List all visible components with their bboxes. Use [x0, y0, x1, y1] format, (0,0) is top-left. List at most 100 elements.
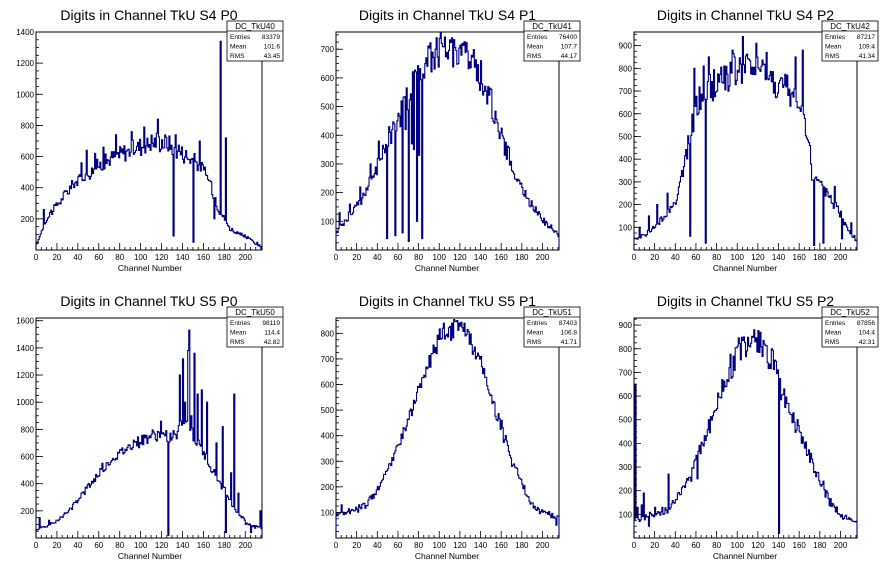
x-tick-label: 200	[834, 253, 848, 262]
stats-name: DC_TkU42	[830, 22, 870, 31]
x-tick-label: 200	[239, 541, 253, 550]
x-tick-label: 140	[772, 253, 786, 262]
x-tick-label: 0	[334, 541, 339, 550]
x-tick-label: 60	[94, 541, 103, 550]
x-tick-label: 200	[536, 253, 550, 262]
x-axis-label: Channel Number	[713, 551, 777, 561]
x-tick-label: 20	[352, 541, 361, 550]
x-tick-label: 40	[73, 253, 82, 262]
histogram-panel: Digits in Channel TkU S5 P21002003004005…	[619, 293, 879, 561]
x-tick-label: 140	[772, 541, 786, 550]
stats-rms-label: RMS	[825, 339, 840, 346]
stats-mean-label: Mean	[825, 44, 842, 51]
x-tick-label: 100	[731, 253, 745, 262]
histogram-line	[633, 35, 858, 250]
y-tick-label: 600	[321, 381, 335, 390]
x-tick-label: 0	[34, 253, 39, 262]
x-tick-label: 160	[793, 253, 807, 262]
x-tick-label: 160	[495, 541, 509, 550]
x-axis-label: Channel Number	[118, 263, 182, 273]
histogram-panel: Digits in Channel TkU S4 P21002003004005…	[619, 7, 879, 273]
stats-mean-label: Mean	[527, 44, 544, 51]
y-tick-label: 1000	[16, 90, 34, 99]
panel-title: Digits in Channel TkU S5 P1	[359, 293, 536, 309]
x-axis-label: Channel Number	[713, 263, 777, 273]
y-tick-label: 400	[321, 432, 335, 441]
stats-name: DC_TkU50	[235, 308, 275, 317]
x-tick-label: 140	[474, 541, 488, 550]
stats-entries-value: 87856	[857, 320, 875, 327]
stats-box: DC_TkU52 Entries 87856 Mean 104.4 RMS 42.31	[821, 306, 879, 348]
y-tick-label: 400	[21, 480, 35, 489]
stats-mean-label: Mean	[825, 330, 842, 337]
histogram-panel: Digits in Channel TkU S4 P02004006008001…	[16, 7, 284, 273]
plot-frame	[35, 317, 263, 539]
x-tick-label: 100	[433, 541, 447, 550]
stats-entries-label: Entries	[230, 320, 251, 327]
histogram-panel: Digits in Channel TkU S4 P11002003004005…	[321, 7, 581, 273]
stats-mean-label: Mean	[527, 330, 544, 337]
y-tick-label: 700	[321, 355, 335, 364]
stats-entries-value: 83379	[262, 34, 280, 41]
y-tick-label: 200	[321, 189, 335, 198]
x-tick-label: 60	[94, 253, 103, 262]
stats-mean-value: 109.4	[859, 44, 876, 51]
x-tick-label: 0	[632, 541, 637, 550]
histogram-line	[633, 329, 858, 538]
x-tick-label: 100	[731, 541, 745, 550]
histogram-line	[35, 329, 263, 538]
x-tick-label: 100	[134, 541, 148, 550]
x-tick-label: 120	[155, 253, 169, 262]
y-tick-label: 200	[619, 201, 633, 210]
y-tick-label: 200	[321, 483, 335, 492]
x-tick-label: 200	[239, 253, 253, 262]
y-tick-label: 800	[21, 121, 35, 130]
stats-name: DC_TkU52	[830, 308, 870, 317]
stats-mean-value: 101.6	[264, 44, 281, 51]
x-tick-label: 20	[650, 253, 659, 262]
y-tick-label: 400	[619, 155, 633, 164]
x-tick-label: 180	[515, 253, 529, 262]
x-tick-label: 40	[373, 541, 382, 550]
stats-entries-value: 87217	[857, 34, 875, 41]
x-tick-label: 60	[393, 253, 402, 262]
x-tick-label: 60	[691, 253, 700, 262]
x-tick-label: 160	[197, 541, 211, 550]
y-tick-label: 500	[321, 103, 335, 112]
stats-box-frame	[226, 20, 284, 62]
y-tick-label: 600	[619, 392, 633, 401]
stats-box-frame	[821, 20, 879, 62]
x-tick-label: 80	[712, 541, 721, 550]
stats-box: DC_TkU42 Entries 87217 Mean 109.4 RMS 41.34	[821, 20, 879, 62]
plot-frame	[35, 31, 263, 251]
y-tick-label: 200	[21, 507, 35, 516]
y-tick-label: 600	[619, 110, 633, 119]
y-tick-label: 800	[21, 425, 35, 434]
stats-entries-value: 87403	[559, 320, 577, 327]
y-tick-label: 500	[619, 416, 633, 425]
x-tick-label: 0	[632, 253, 637, 262]
y-tick-label: 1200	[16, 59, 34, 68]
stats-box: DC_TkU41 Entries 76400 Mean 107.7 RMS 44.17	[523, 20, 581, 62]
x-tick-label: 180	[218, 253, 232, 262]
y-tick-label: 300	[619, 178, 633, 187]
stats-mean-value: 107.7	[561, 44, 578, 51]
stats-mean-value: 114.4	[264, 330, 280, 337]
stats-mean-label: Mean	[230, 330, 247, 337]
stats-entries-label: Entries	[527, 320, 548, 327]
y-tick-label: 400	[321, 131, 335, 140]
x-tick-label: 40	[373, 253, 382, 262]
y-tick-label: 600	[21, 153, 35, 162]
x-axis-label: Channel Number	[415, 551, 479, 561]
stats-rms-value: 43.45	[264, 53, 281, 60]
x-tick-label: 80	[414, 253, 423, 262]
x-tick-label: 20	[52, 253, 61, 262]
y-tick-label: 1400	[16, 28, 34, 37]
panel-title: Digits in Channel TkU S5 P0	[60, 293, 237, 309]
x-tick-label: 140	[176, 253, 190, 262]
y-tick-label: 800	[619, 345, 633, 354]
x-tick-label: 100	[433, 253, 447, 262]
x-tick-label: 140	[474, 253, 488, 262]
y-tick-label: 700	[321, 45, 335, 54]
